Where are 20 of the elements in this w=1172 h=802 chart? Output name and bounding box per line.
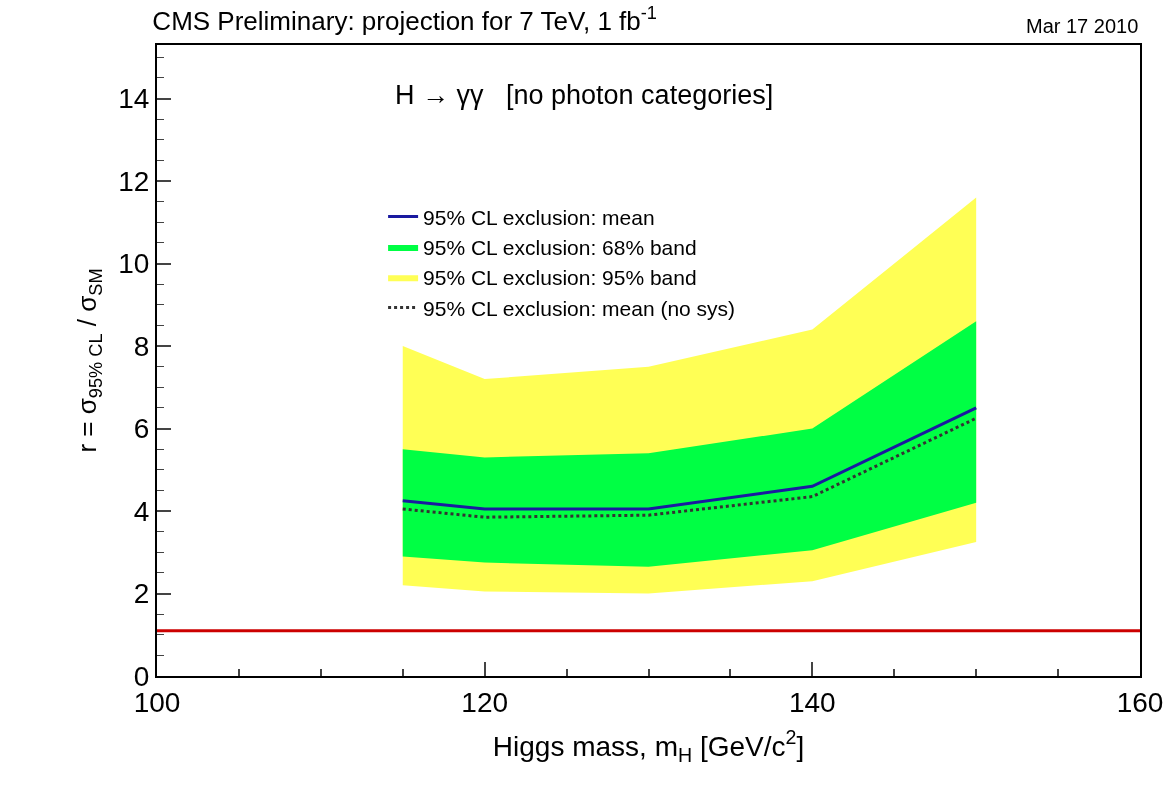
legend-label: 95% CL exclusion: 95% band <box>423 266 697 290</box>
text: Mar 17 2010 <box>1026 15 1139 37</box>
x-tick-label: 160 <box>1116 686 1164 718</box>
y-tick-label: 8 <box>133 330 150 362</box>
legend-label: 95% CL exclusion: mean <box>423 205 655 229</box>
line-series <box>401 406 978 511</box>
y-tick-label: 12 <box>118 165 150 197</box>
y-tick-label: 4 <box>133 495 150 527</box>
legend-label: 95% CL exclusion: mean (no sys) <box>423 296 736 320</box>
annotation: H → γγ [no photon categories] <box>395 80 774 110</box>
y-tick-label: 2 <box>133 578 150 610</box>
chart-title: CMS Preliminary: projection for 7 TeV, 1 fb$^{-1}$ <box>152 3 657 37</box>
x-tick-label: 120 <box>461 686 509 718</box>
y-tick-label: 10 <box>118 248 150 280</box>
x-axis-title: Higgs mass, m$_{H}$ [GeV/c$^{2}$] <box>492 726 805 767</box>
y-tick-label: 6 <box>133 413 150 445</box>
x-tick-label: 140 <box>788 686 836 718</box>
legend-label: 95% CL exclusion: 68% band <box>423 236 697 260</box>
line-series <box>401 416 978 519</box>
y-tick-label: 14 <box>118 83 150 115</box>
